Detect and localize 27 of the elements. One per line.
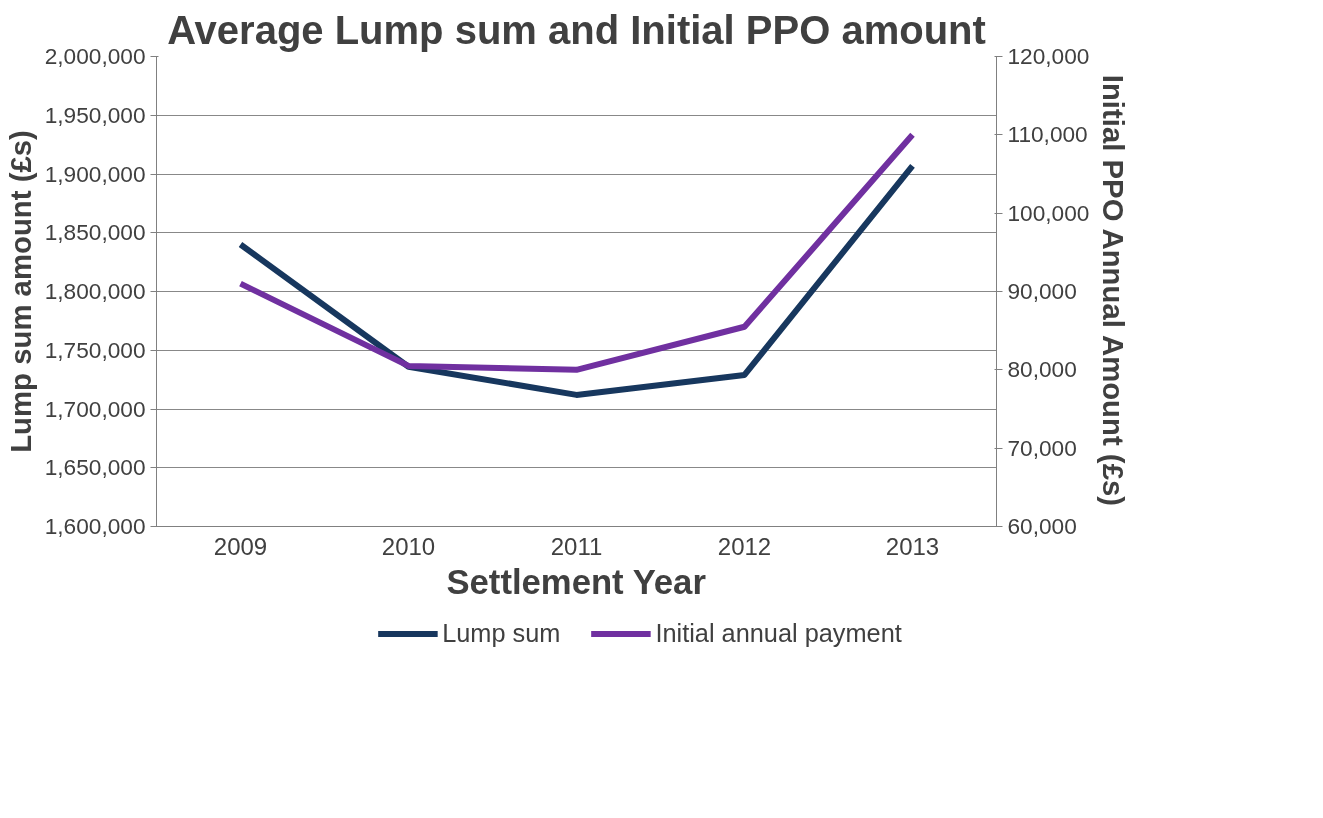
y-tick-label: 1,700,000 bbox=[44, 395, 146, 422]
legend-label: Initial annual payment bbox=[655, 618, 902, 648]
y2-tick-label: 70,000 bbox=[1007, 434, 1077, 461]
y2-tick-label: 60,000 bbox=[1007, 513, 1077, 539]
x-axis-title: Settlement Year bbox=[446, 562, 706, 601]
y2-tick-label: 110,000 bbox=[1007, 121, 1088, 148]
y-tick-label: 1,600,000 bbox=[44, 513, 146, 539]
y2-tick-label: 80,000 bbox=[1007, 356, 1077, 383]
y-tick-label: 1,800,000 bbox=[44, 278, 146, 304]
chart-title: Average Lump sum and Initial PPO amount bbox=[167, 7, 986, 52]
x-tick-label: 2011 bbox=[550, 532, 603, 560]
y2-tick-label: 120,000 bbox=[1007, 43, 1090, 69]
x-tick-label: 2013 bbox=[885, 532, 940, 560]
y-tick-label: 1,650,000 bbox=[44, 454, 146, 481]
y2-axis-title: Initial PPO Annual Amount (£s) bbox=[1097, 74, 1131, 507]
x-tick-label: 2010 bbox=[381, 532, 436, 560]
y-tick-label: 1,950,000 bbox=[44, 101, 146, 128]
y2-tick-label: 100,000 bbox=[1007, 199, 1090, 226]
y-axis-title: Lump sum amount (£s) bbox=[3, 130, 37, 453]
legend-label: Lump sum bbox=[442, 618, 561, 648]
y2-tick-label: 90,000 bbox=[1007, 278, 1077, 304]
y-tick-label: 2,000,000 bbox=[44, 43, 146, 69]
y-tick-label: 1,900,000 bbox=[44, 160, 146, 187]
x-tick-label: 2012 bbox=[717, 532, 772, 560]
x-tick-label: 2009 bbox=[213, 532, 268, 560]
y-tick-label: 1,750,000 bbox=[44, 336, 146, 363]
y-tick-label: 1,850,000 bbox=[44, 219, 146, 246]
